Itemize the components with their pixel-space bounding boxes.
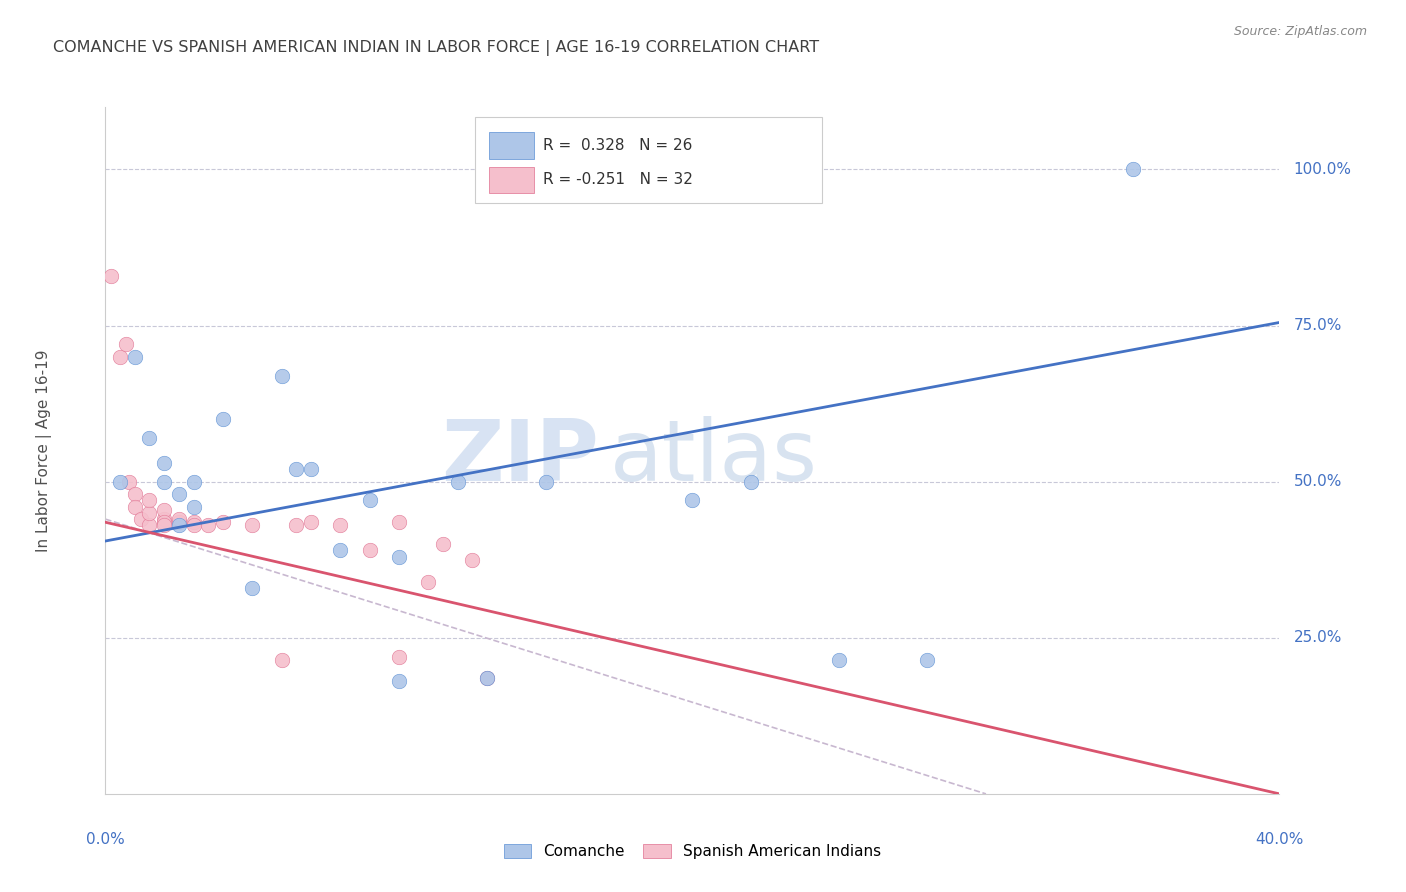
Point [167, 516, 190, 530]
Text: R =  0.328   N = 26: R = 0.328 N = 26 [543, 138, 693, 153]
Point [682, 493, 704, 508]
Point [124, 500, 146, 514]
Point [167, 512, 190, 526]
Point [167, 518, 190, 533]
Point [270, 368, 292, 383]
Point [183, 475, 205, 489]
Point [388, 549, 411, 564]
Point [240, 581, 263, 595]
Point [359, 493, 381, 508]
Point [153, 456, 176, 470]
Point [432, 537, 454, 551]
Point [917, 653, 939, 667]
Point [108, 350, 131, 364]
Text: 40.0%: 40.0% [1256, 831, 1303, 847]
Point [285, 518, 308, 533]
Point [153, 518, 176, 533]
Point [115, 337, 138, 351]
Point [418, 574, 440, 589]
Text: 25.0%: 25.0% [1294, 631, 1341, 645]
Point [740, 475, 762, 489]
Point [211, 412, 233, 426]
Point [167, 487, 190, 501]
Point [138, 518, 160, 533]
Text: ZIP: ZIP [441, 416, 599, 499]
Point [183, 516, 205, 530]
Point [183, 500, 205, 514]
Point [461, 552, 484, 567]
Point [153, 516, 176, 530]
Point [138, 506, 160, 520]
Text: 50.0%: 50.0% [1294, 475, 1341, 489]
Point [153, 475, 176, 489]
Text: Source: ZipAtlas.com: Source: ZipAtlas.com [1233, 25, 1367, 38]
Text: In Labor Force | Age 16-19: In Labor Force | Age 16-19 [37, 349, 52, 552]
Point [138, 493, 160, 508]
Point [475, 671, 498, 685]
Point [329, 543, 352, 558]
Point [100, 268, 122, 283]
Point [534, 475, 557, 489]
Point [270, 653, 292, 667]
Text: 0.0%: 0.0% [86, 831, 125, 847]
Point [446, 475, 468, 489]
Text: atlas: atlas [610, 416, 818, 499]
Point [299, 462, 322, 476]
Point [153, 512, 176, 526]
Point [153, 503, 176, 517]
Text: COMANCHE VS SPANISH AMERICAN INDIAN IN LABOR FORCE | AGE 16-19 CORRELATION CHART: COMANCHE VS SPANISH AMERICAN INDIAN IN L… [53, 40, 820, 56]
FancyBboxPatch shape [489, 167, 534, 193]
Point [359, 543, 381, 558]
Text: R = -0.251   N = 32: R = -0.251 N = 32 [543, 172, 693, 187]
Point [388, 674, 411, 689]
Point [129, 512, 152, 526]
Point [828, 653, 851, 667]
Point [211, 516, 233, 530]
FancyBboxPatch shape [489, 132, 534, 159]
Point [124, 350, 146, 364]
Point [240, 518, 263, 533]
Legend: Comanche, Spanish American Indians: Comanche, Spanish American Indians [498, 838, 887, 865]
Point [388, 516, 411, 530]
Point [299, 516, 322, 530]
Point [329, 518, 352, 533]
FancyBboxPatch shape [475, 118, 821, 203]
Point [108, 475, 131, 489]
Point [124, 487, 146, 501]
Point [197, 518, 219, 533]
Point [138, 431, 160, 445]
Text: 75.0%: 75.0% [1294, 318, 1341, 333]
Point [118, 475, 141, 489]
Point [1122, 162, 1144, 177]
Point [183, 518, 205, 533]
Point [388, 649, 411, 664]
Point [475, 671, 498, 685]
Point [285, 462, 308, 476]
Text: 100.0%: 100.0% [1294, 162, 1351, 177]
